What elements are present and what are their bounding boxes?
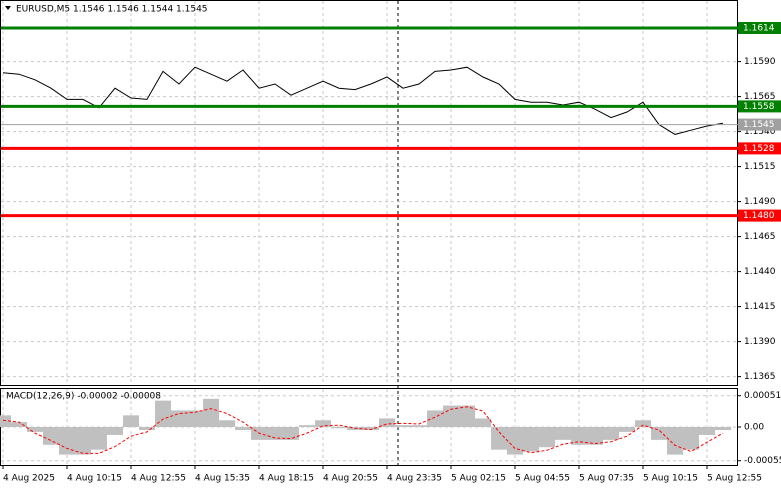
- macd-bar: [123, 415, 139, 427]
- level-label: 1.1558: [743, 102, 775, 112]
- macd-bar: [667, 427, 683, 455]
- x-tick-label: 5 Aug 02:15: [451, 474, 506, 484]
- macd-bar: [635, 420, 651, 427]
- x-tick-label: 4 Aug 15:35: [195, 474, 250, 484]
- level-label-box: [738, 142, 781, 155]
- level-label-box: [738, 100, 781, 113]
- level-label: 1.1480: [743, 211, 775, 221]
- macd-bar: [651, 427, 667, 440]
- macd-bar: [363, 427, 379, 431]
- y-tick-label: 0.00051: [744, 391, 781, 401]
- macd-bar: [699, 427, 715, 435]
- macd-bar: [427, 410, 443, 427]
- price-line: [2, 66, 724, 135]
- macd-bar: [139, 427, 155, 431]
- macd-bar: [91, 427, 107, 450]
- macd-bar: [283, 427, 299, 440]
- macd-bar: [59, 427, 75, 455]
- macd-bar: [475, 418, 491, 427]
- chart-title: EURUSD,M5 1.1546 1.1546 1.1544 1.1545: [16, 5, 208, 15]
- macd-bar: [619, 427, 635, 432]
- macd-bar: [571, 427, 587, 445]
- macd-title: MACD(12,26,9) -0.00002 -0.00008: [6, 392, 161, 402]
- y-tick-label: 1.1515: [744, 162, 776, 172]
- macd-bar: [267, 427, 283, 440]
- macd-bar: [219, 420, 235, 427]
- menu-arrow: [5, 6, 11, 10]
- level-label: 1.1528: [743, 144, 775, 154]
- y-tick-label: 1.1490: [744, 197, 776, 207]
- macd-bar: [507, 427, 523, 455]
- last-price-box: [738, 118, 781, 131]
- macd-bar: [459, 405, 475, 427]
- macd-bar: [299, 425, 315, 427]
- macd-bar: [203, 398, 219, 427]
- macd-bar: [411, 425, 427, 427]
- x-tick-label: 5 Aug 10:15: [643, 474, 698, 484]
- macd-bar: [587, 427, 603, 445]
- macd-bar: [395, 425, 411, 427]
- macd-bar: [683, 427, 699, 450]
- y-tick-label: 1.1565: [744, 92, 776, 102]
- y-tick-label: 1.1365: [744, 372, 776, 382]
- macd-bar: [155, 400, 171, 427]
- macd-bar: [603, 427, 619, 440]
- last-price-label: 1.1545: [743, 120, 775, 130]
- macd-bar: [715, 427, 731, 431]
- macd-bar: [27, 427, 43, 432]
- macd-bar: [523, 427, 539, 452]
- x-tick-label: 4 Aug 23:35: [387, 474, 442, 484]
- y-tick-label: -0.00055: [744, 456, 781, 466]
- level-label-box: [738, 22, 781, 34]
- x-tick-label: 4 Aug 10:15: [67, 474, 122, 484]
- x-tick-label: 4 Aug 20:55: [323, 474, 378, 484]
- x-tick-label: 4 Aug 18:15: [259, 474, 314, 484]
- x-tick-label: 5 Aug 04:55: [515, 474, 570, 484]
- price-panel: [0, 0, 738, 386]
- macd-bar: [331, 427, 347, 429]
- macd-bar: [379, 418, 395, 427]
- macd-bar: [0, 415, 11, 427]
- y-tick-label: 0.00: [744, 423, 764, 433]
- y-tick-label: 1.1390: [744, 337, 776, 347]
- x-tick-label: 5 Aug 12:55: [707, 474, 762, 484]
- macd-bar: [539, 427, 555, 448]
- macd-bar: [171, 410, 187, 427]
- y-tick-label: 1.1590: [744, 57, 776, 67]
- macd-bar: [555, 427, 571, 440]
- y-tick-label: 1.1540: [744, 127, 776, 137]
- y-tick-label: 1.1440: [744, 267, 776, 277]
- y-tick-label: 1.1465: [744, 232, 776, 242]
- y-tick-label: 1.1415: [744, 302, 776, 312]
- macd-bar: [491, 427, 507, 450]
- x-tick-label: 4 Aug 12:55: [131, 474, 186, 484]
- x-tick-label: 4 Aug 2025: [3, 474, 55, 484]
- macd-bar: [315, 420, 331, 427]
- macd-bar: [43, 427, 59, 445]
- level-label-box: [738, 209, 781, 222]
- macd-bar: [107, 427, 123, 435]
- macd-bar: [11, 422, 27, 427]
- level-label: 1.1614: [743, 24, 775, 34]
- macd-bar: [75, 427, 91, 455]
- x-tick-label: 5 Aug 07:35: [579, 474, 634, 484]
- signal-line: [2, 406, 724, 454]
- macd-bar: [235, 427, 251, 431]
- macd-bar: [187, 410, 203, 427]
